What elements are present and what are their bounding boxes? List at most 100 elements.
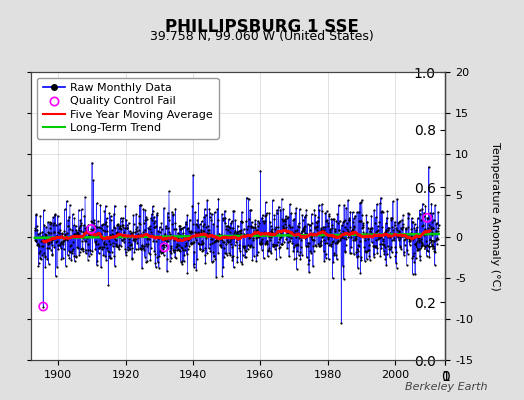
Point xyxy=(346,209,354,215)
Point xyxy=(78,238,86,244)
Point xyxy=(352,231,360,237)
Point xyxy=(309,237,318,243)
Point xyxy=(52,239,61,245)
Point xyxy=(274,228,282,235)
Point xyxy=(257,238,265,244)
Point xyxy=(186,228,194,235)
Point xyxy=(37,242,46,249)
Point xyxy=(187,228,195,234)
Point xyxy=(118,222,127,228)
Point xyxy=(42,223,50,230)
Point xyxy=(416,207,424,214)
Point xyxy=(329,238,337,245)
Point xyxy=(167,255,175,261)
Point xyxy=(383,208,391,214)
Point xyxy=(132,226,140,232)
Point xyxy=(148,203,157,210)
Point xyxy=(395,237,403,243)
Point xyxy=(224,223,232,229)
Point xyxy=(203,250,211,256)
Point xyxy=(137,202,145,208)
Point xyxy=(334,202,343,208)
Point xyxy=(155,253,163,260)
Point xyxy=(310,248,318,254)
Point xyxy=(65,214,73,220)
Point xyxy=(140,242,148,249)
Point xyxy=(50,244,58,250)
Point xyxy=(344,197,352,204)
Point xyxy=(135,220,144,226)
Point xyxy=(109,240,117,246)
Point xyxy=(93,224,101,230)
Point xyxy=(157,220,166,226)
Point xyxy=(290,241,299,248)
Point xyxy=(158,248,166,255)
Point xyxy=(189,172,198,178)
Point xyxy=(352,232,361,239)
Point xyxy=(68,248,77,254)
Point xyxy=(328,238,336,245)
Point xyxy=(112,230,120,236)
Point xyxy=(73,231,82,237)
Point xyxy=(293,240,301,247)
Point xyxy=(82,227,90,233)
Point xyxy=(353,209,361,216)
Point xyxy=(118,222,127,228)
Point xyxy=(210,252,218,259)
Point xyxy=(407,232,416,239)
Point xyxy=(414,235,422,241)
Point xyxy=(319,232,327,239)
Point xyxy=(144,233,152,240)
Point xyxy=(89,177,97,184)
Point xyxy=(309,243,318,250)
Point xyxy=(86,233,94,240)
Point xyxy=(207,217,215,224)
Point xyxy=(389,198,397,205)
Point xyxy=(222,250,230,256)
Point xyxy=(405,236,413,242)
Point xyxy=(434,222,443,228)
Point xyxy=(288,230,297,237)
Point xyxy=(200,214,208,220)
Point xyxy=(314,214,322,220)
Point xyxy=(139,206,148,212)
Point xyxy=(369,232,377,238)
Point xyxy=(334,238,343,244)
Point xyxy=(62,234,70,241)
Point xyxy=(230,235,238,241)
Point xyxy=(111,236,119,243)
Point xyxy=(294,252,303,258)
Point xyxy=(117,237,126,244)
Point xyxy=(365,231,373,238)
Point xyxy=(152,233,161,239)
Point xyxy=(372,243,380,249)
Point xyxy=(275,236,283,242)
Point xyxy=(243,246,252,252)
Point xyxy=(303,231,311,238)
Point xyxy=(205,206,214,212)
Point xyxy=(136,202,144,208)
Point xyxy=(184,228,193,234)
Point xyxy=(185,216,194,223)
Point xyxy=(36,248,44,254)
Point xyxy=(349,218,357,225)
Point xyxy=(40,222,49,228)
Point xyxy=(317,242,325,248)
Point xyxy=(152,212,161,218)
Point xyxy=(272,210,281,217)
Point xyxy=(431,249,440,255)
Point xyxy=(419,242,427,248)
Point xyxy=(40,234,48,241)
Point xyxy=(91,246,100,252)
Point xyxy=(206,235,215,242)
Point xyxy=(237,219,246,225)
Point xyxy=(134,232,143,239)
Point xyxy=(361,234,369,241)
Point xyxy=(135,226,143,233)
Point xyxy=(432,220,441,226)
Point xyxy=(165,229,173,236)
Point xyxy=(302,254,311,261)
Point xyxy=(220,254,228,261)
Point xyxy=(110,224,118,230)
Point xyxy=(271,246,279,252)
